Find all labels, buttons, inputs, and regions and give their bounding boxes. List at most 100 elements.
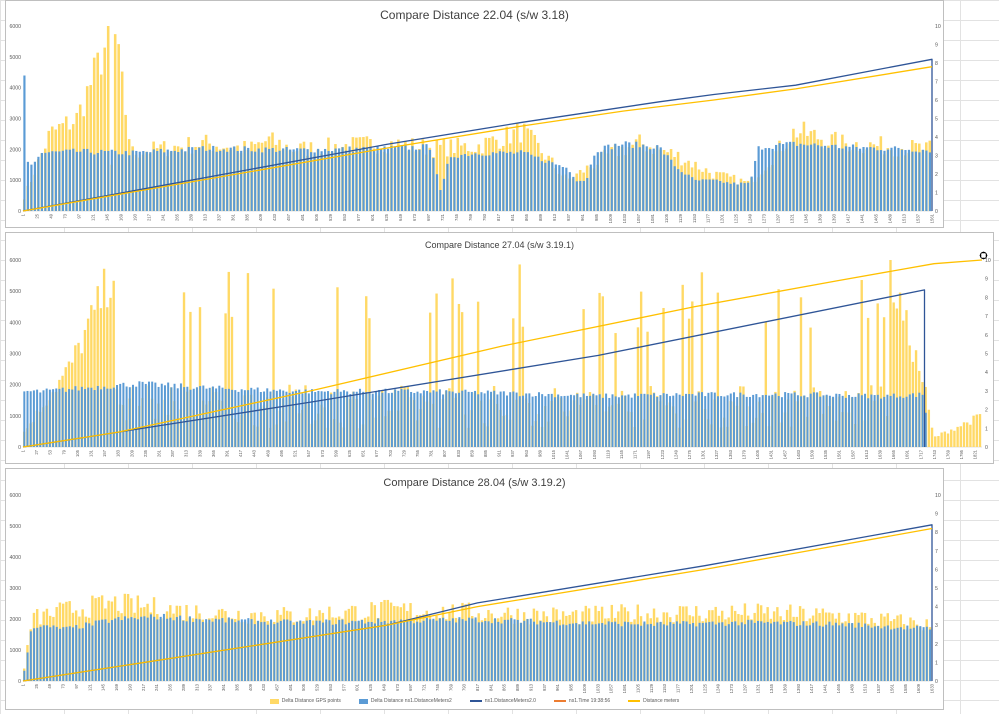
bar-distance-meters2 bbox=[572, 176, 575, 211]
bar-distance-meters2 bbox=[899, 396, 902, 447]
bar-gps-points bbox=[439, 144, 442, 211]
bar-distance-meters2 bbox=[45, 388, 48, 447]
bar-distance-meters2 bbox=[72, 148, 75, 211]
bar-distance-meters2 bbox=[93, 154, 96, 211]
chart-compare-distance-2704[interactable]: Compare Distance 27.04 (s/w 3.19.1) 0 100… bbox=[5, 232, 994, 464]
bar-distance-meters2 bbox=[143, 616, 146, 681]
bar-distance-meters2 bbox=[742, 394, 745, 447]
x-tick-label: 1465 bbox=[836, 683, 841, 693]
x-tick-label: 1369 bbox=[782, 683, 787, 693]
x-tick-label: 529 bbox=[315, 683, 320, 691]
bar-distance-meters2 bbox=[623, 621, 626, 681]
bar-gps-points bbox=[940, 432, 943, 447]
bar-distance-meters2 bbox=[787, 392, 790, 447]
bar-distance-meters2 bbox=[490, 623, 493, 681]
bar-distance-meters2 bbox=[317, 390, 320, 447]
bar-distance-meters2 bbox=[448, 391, 451, 447]
bar-distance-meters2 bbox=[815, 621, 818, 681]
bar-distance-meters2 bbox=[539, 621, 542, 681]
bar-distance-meters2 bbox=[324, 148, 327, 211]
bar-distance-meters2 bbox=[921, 394, 924, 447]
bar-distance-meters2 bbox=[179, 383, 182, 447]
bar-distance-meters2 bbox=[614, 621, 617, 681]
bar-distance-meters2 bbox=[675, 621, 678, 681]
bar-distance-meters2 bbox=[133, 618, 136, 681]
x-tick-label: 1009 bbox=[608, 213, 613, 223]
bar-distance-meters2 bbox=[649, 394, 652, 447]
x-tick-label: 1561 bbox=[837, 449, 842, 459]
bar-distance-meters2 bbox=[851, 623, 854, 681]
bar-distance-meters2 bbox=[264, 147, 267, 211]
bar-distance-meters2 bbox=[124, 151, 127, 211]
bar-distance-meters2 bbox=[376, 145, 379, 211]
bar-gps-points bbox=[975, 414, 978, 447]
bar-distance-meters2 bbox=[240, 150, 243, 211]
bar-distance-meters2 bbox=[722, 182, 725, 211]
bar-distance-meters2 bbox=[61, 150, 64, 211]
x-tick-label: 1483 bbox=[796, 449, 801, 459]
bar-gps-points bbox=[937, 436, 940, 447]
bar-gps-points bbox=[224, 313, 227, 447]
bar-distance-meters2 bbox=[365, 392, 368, 447]
bar-distance-meters2 bbox=[68, 389, 71, 447]
bar-distance-meters2 bbox=[685, 393, 688, 447]
chart-compare-distance-2804[interactable]: Compare Distance 28.04 (s/w 3.19.2) 0 100… bbox=[5, 468, 944, 710]
y-tick-right: 4 bbox=[935, 135, 938, 141]
x-tick-label: 1223 bbox=[660, 449, 665, 459]
y-tick-right: 2 bbox=[985, 408, 988, 414]
bar-distance-meters2 bbox=[177, 151, 180, 211]
bar-distance-meters2 bbox=[477, 622, 480, 681]
bar-distance-meters2 bbox=[282, 148, 285, 211]
bar-distance-meters2 bbox=[536, 624, 539, 681]
bar-distance-meters2 bbox=[909, 628, 912, 681]
bar-distance-meters2 bbox=[438, 618, 441, 681]
bar-distance-meters2 bbox=[876, 150, 879, 211]
bar-distance-meters2 bbox=[406, 620, 409, 681]
bar-distance-meters2 bbox=[390, 620, 393, 681]
bar-distance-meters2 bbox=[351, 151, 355, 211]
x-tick-label: 1197 bbox=[646, 449, 651, 459]
line-distance-meters2-0 bbox=[22, 58, 933, 212]
bar-distance-meters2 bbox=[266, 624, 269, 681]
bar-distance-meters2 bbox=[132, 384, 134, 447]
bar-distance-meters2 bbox=[234, 390, 237, 447]
bar-distance-meters2 bbox=[128, 387, 131, 447]
bar-distance-meters2 bbox=[726, 182, 729, 211]
bar-distance-meters2 bbox=[23, 391, 26, 447]
bar-gps-points bbox=[777, 289, 780, 447]
bar-distance-meters2 bbox=[426, 390, 429, 447]
legend-item-distance-meters: Distance meters bbox=[628, 698, 679, 704]
bar-distance-meters2 bbox=[275, 151, 278, 211]
chart-compare-distance-2204[interactable]: Compare Distance 22.04 (s/w 3.18) 0 1000 2… bbox=[5, 0, 944, 228]
bar-distance-meters2 bbox=[579, 180, 582, 211]
bar-gps-points bbox=[892, 302, 895, 447]
x-tick-label: 1297 bbox=[776, 213, 781, 223]
bar-distance-meters2 bbox=[138, 381, 141, 447]
x-tick-label: 1379 bbox=[741, 449, 746, 459]
x-tick-label: 1321 bbox=[756, 683, 761, 693]
bar-distance-meters2 bbox=[736, 397, 739, 447]
bar-distance-meters2 bbox=[157, 386, 160, 447]
bar-distance-meters2 bbox=[604, 624, 607, 681]
x-tick-label: 1795 bbox=[959, 449, 964, 459]
x-tick-label: 1743 bbox=[932, 449, 937, 459]
x-tick-label: 989 bbox=[537, 449, 542, 457]
bar-distance-meters2 bbox=[911, 393, 914, 447]
bar-distance-meters2 bbox=[384, 388, 387, 447]
x-tick-label: 865 bbox=[524, 213, 529, 221]
line-distance-meters bbox=[22, 259, 983, 448]
bar-distance-meters2 bbox=[486, 390, 489, 447]
bar-gps-points bbox=[882, 317, 886, 447]
bar-distance-meters2 bbox=[515, 392, 518, 447]
bar-distance-meters2 bbox=[250, 387, 253, 447]
bar-distance-meters2 bbox=[734, 621, 737, 681]
bar-distance-meters2 bbox=[185, 621, 188, 681]
x-tick-label: 1393 bbox=[796, 683, 801, 693]
bar-gps-points bbox=[230, 316, 234, 447]
bar-distance-meters2 bbox=[144, 383, 147, 447]
x-tick-label: 1513 bbox=[902, 213, 907, 223]
bar-distance-meters2 bbox=[39, 392, 42, 447]
bar-distance-meters2 bbox=[656, 397, 659, 447]
legend-label: Delta Distance ns1.DistanceMeters2 bbox=[370, 698, 452, 704]
bar-gps-points bbox=[646, 331, 649, 447]
